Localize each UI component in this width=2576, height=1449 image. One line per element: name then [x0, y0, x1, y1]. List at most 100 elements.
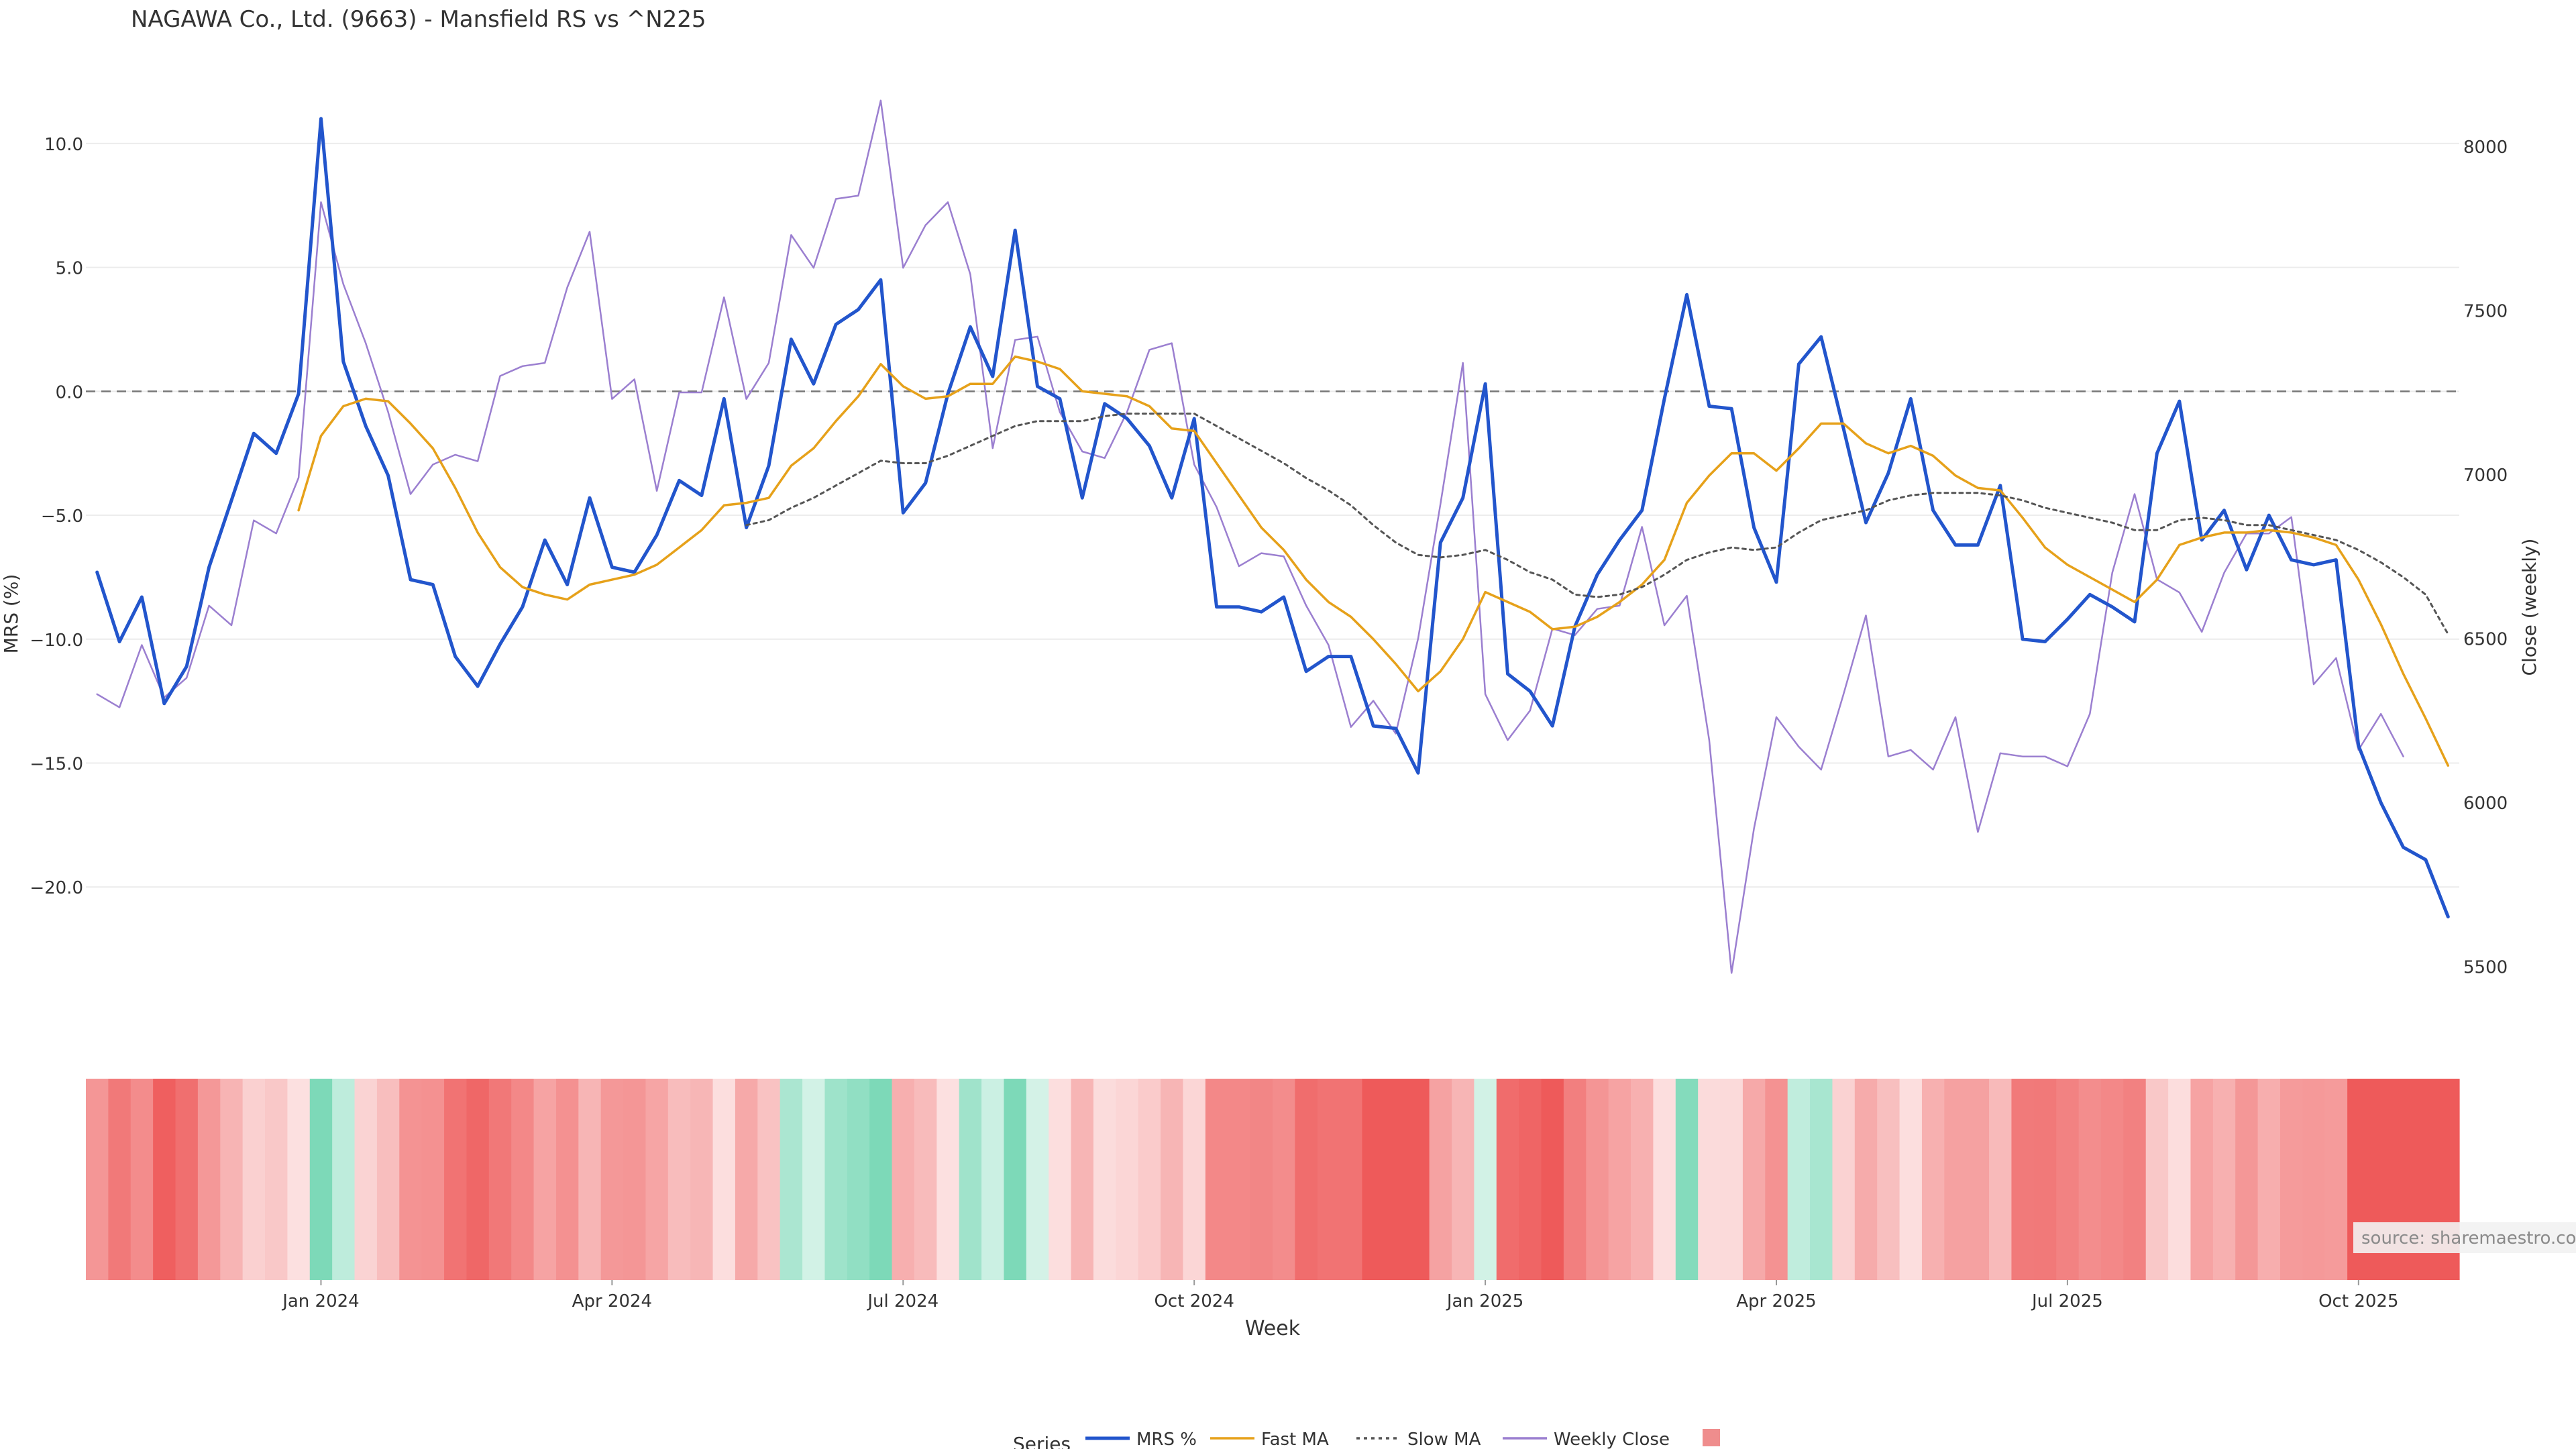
x-axis-label: Week [1245, 1317, 1301, 1340]
heat-band-cell [2078, 1079, 2102, 1280]
heat-band-cell [1407, 1079, 1430, 1280]
legend-label: Fast MA [1261, 1430, 1329, 1449]
y-left-tick-label: 10.0 [44, 135, 83, 155]
heat-band-cell [2100, 1079, 2124, 1280]
heat-band-cell [1496, 1079, 1519, 1280]
heat-band-cell [1250, 1079, 1273, 1280]
heat-band-cell [1295, 1079, 1318, 1280]
heat-band-cell [1071, 1079, 1094, 1280]
heat-band-cell [287, 1079, 311, 1280]
x-tick-label: Oct 2025 [2318, 1291, 2398, 1311]
heat-band-cell [1228, 1079, 1251, 1280]
x-tick-label: Jul 2025 [2031, 1291, 2103, 1311]
y-left-tick-label: −20.0 [30, 878, 83, 898]
series-line-mrs [95, 117, 2450, 919]
heat-band-cell [1921, 1079, 1945, 1280]
heat-band-cell [555, 1079, 579, 1280]
heat-band-cell [690, 1079, 714, 1280]
heat-band-cell [1519, 1079, 1542, 1280]
heat-band-cell [2257, 1079, 2281, 1280]
x-tick-label: Jan 2024 [281, 1291, 360, 1311]
heat-band-cell [1653, 1079, 1676, 1280]
y-left-tick-label: 5.0 [56, 259, 83, 279]
series-layer [95, 99, 2450, 974]
heat-band-cell [959, 1079, 982, 1280]
legend-label: MRS % [1136, 1430, 1197, 1449]
axes-layer: 10.0 5.0 0.0 −5.0 −10.0 −15.0 −20.0 8000 7500 700… [30, 135, 2508, 1311]
series-line-slow-ma [745, 413, 2449, 635]
heat-band-cell [2011, 1079, 2035, 1280]
heat-band-cell [2168, 1079, 2192, 1280]
heat-band-cell [466, 1079, 490, 1280]
series-line-weekly-close [96, 99, 2404, 974]
heat-band-cell [2302, 1079, 2326, 1280]
heat-band-cell [1675, 1079, 1699, 1280]
heat-band-cell [1474, 1079, 1497, 1280]
heat-band-cell [802, 1079, 826, 1280]
heat-band-cell [578, 1079, 602, 1280]
heat-band-cell [1720, 1079, 1743, 1280]
heat-band-cell [1317, 1079, 1340, 1280]
heat-band-cell [1854, 1079, 1878, 1280]
heat-band-cell [130, 1079, 154, 1280]
legend-item: Weekly Close [1503, 1430, 1670, 1449]
heat-band-cell [1765, 1079, 1788, 1280]
legend-label: Slow MA [1407, 1430, 1481, 1449]
heat-band-cell [1205, 1079, 1228, 1280]
heat-band-cell [1340, 1079, 1363, 1280]
x-tick-label: Apr 2025 [1736, 1291, 1816, 1311]
y-right-tick-label: 7500 [2463, 302, 2508, 322]
heat-band-cell [623, 1079, 647, 1280]
heat-band-cell [1989, 1079, 2012, 1280]
legend-item: MRS % [1085, 1430, 1197, 1449]
x-tick-label: Jul 2024 [866, 1291, 938, 1311]
heat-band-cell [197, 1079, 221, 1280]
y-right-tick-label: 6000 [2463, 794, 2508, 814]
regime-heat-band [86, 1079, 2576, 1280]
heat-band-cell [1810, 1079, 1833, 1280]
heat-band-cell [1877, 1079, 1900, 1280]
heat-band-cell [981, 1079, 1005, 1280]
heat-band-cell [2212, 1079, 2236, 1280]
chart-title: NAGAWA Co., Ltd. (9663) - Mansfield RS v… [131, 6, 706, 33]
heat-band-cell [735, 1079, 758, 1280]
heat-band-cell [1631, 1079, 1654, 1280]
y-right-tick-label: 6500 [2463, 630, 2508, 650]
y-left-tick-label: −10.0 [30, 631, 83, 651]
heat-band-cell [2235, 1079, 2259, 1280]
heat-band-cell [1429, 1079, 1452, 1280]
y-right-tick-label: 7000 [2463, 466, 2508, 486]
heat-band-cell [444, 1079, 468, 1280]
legend-items: MRS % Fast MA Slow MA Weekly Close [1085, 1429, 1720, 1449]
heat-band-cell [1966, 1079, 1990, 1280]
grid-layer [86, 142, 2459, 888]
x-tick-label: Jan 2025 [1446, 1291, 1524, 1311]
legend-item: Fast MA [1210, 1430, 1329, 1449]
heat-band-cell [824, 1079, 848, 1280]
heat-band-cell [936, 1079, 960, 1280]
heat-band-cell [265, 1079, 288, 1280]
heat-band-cell [1563, 1079, 1587, 1280]
heat-band-cell [86, 1079, 109, 1280]
heat-band-cell [1273, 1079, 1295, 1280]
series-line-fast-ma [297, 355, 2450, 767]
heat-band-cell [600, 1079, 624, 1280]
heat-band-cell [847, 1079, 870, 1280]
heat-band-cell [1787, 1079, 1811, 1280]
heat-band-cell [2033, 1079, 2057, 1280]
y-right-tick-label: 5500 [2463, 958, 2508, 978]
heat-band-cell [1138, 1079, 1161, 1280]
heat-band-cell [1362, 1079, 1385, 1280]
heat-band-cell [421, 1079, 445, 1280]
heat-band-cell [2279, 1079, 2303, 1280]
source-annotation: source: sharemaestro.com [2361, 1228, 2576, 1248]
legend-label: Weekly Close [1554, 1430, 1670, 1449]
legend-swatch [1703, 1429, 1720, 1446]
heat-band-cell [1384, 1079, 1407, 1280]
legend-item: Slow MA [1356, 1430, 1481, 1449]
heat-band-cell [2056, 1079, 2080, 1280]
heat-band-cell [1944, 1079, 1968, 1280]
heat-band-cell [309, 1079, 333, 1280]
heat-band-cell [399, 1079, 423, 1280]
